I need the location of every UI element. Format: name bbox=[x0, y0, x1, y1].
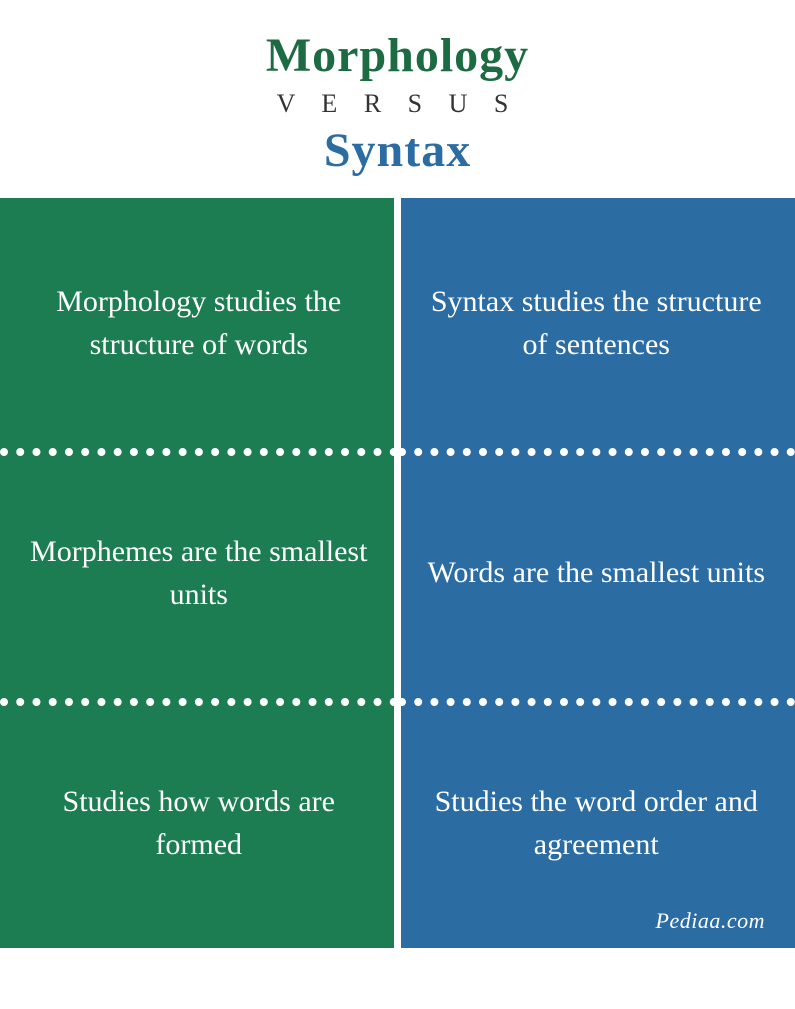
attribution: Pediaa.com bbox=[656, 908, 765, 934]
right-divider-1 bbox=[398, 448, 795, 456]
left-cell-3: Studies how words are formed bbox=[0, 698, 398, 948]
left-cell-2: Morphemes are the smallest units bbox=[0, 448, 398, 698]
left-divider-1 bbox=[0, 448, 398, 456]
right-column: Syntax studies the structure of sentence… bbox=[398, 198, 795, 948]
comparison-grid: Morphology studies the structure of word… bbox=[0, 198, 795, 948]
header: Morphology V E R S U S Syntax bbox=[0, 0, 795, 198]
right-cell-2: Words are the smallest units bbox=[398, 448, 795, 698]
title-syntax: Syntax bbox=[0, 123, 795, 178]
left-column: Morphology studies the structure of word… bbox=[0, 198, 398, 948]
versus-label: V E R S U S bbox=[0, 89, 795, 119]
right-cell-1: Syntax studies the structure of sentence… bbox=[398, 198, 795, 448]
left-cell-1: Morphology studies the structure of word… bbox=[0, 198, 398, 448]
left-divider-2 bbox=[0, 698, 398, 706]
right-divider-2 bbox=[398, 698, 795, 706]
vertical-divider bbox=[394, 198, 401, 948]
title-morphology: Morphology bbox=[0, 28, 795, 83]
